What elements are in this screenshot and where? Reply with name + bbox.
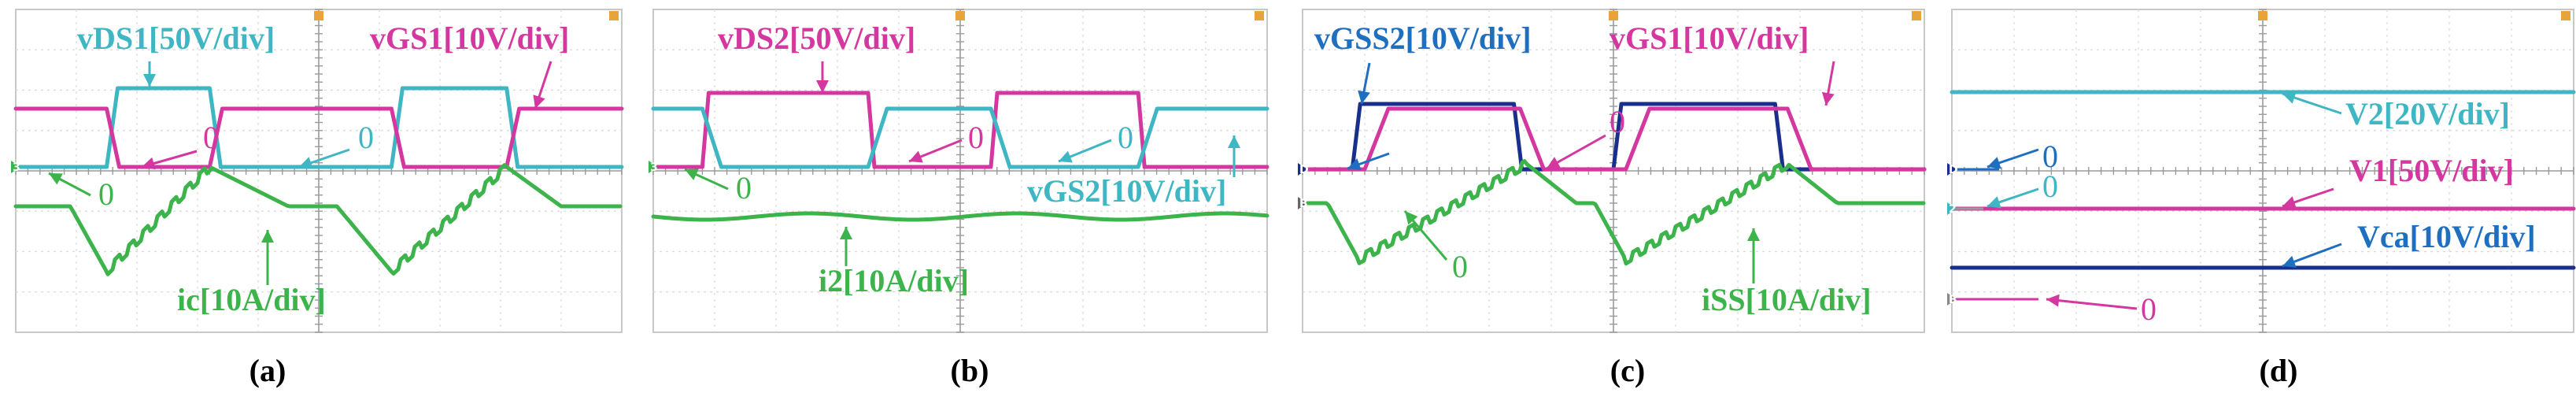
label-vca: Vca[10V/div] bbox=[2357, 219, 2536, 254]
trigger-level-marker bbox=[1912, 11, 1921, 20]
arrow-v1-head bbox=[2282, 196, 2297, 209]
trigger-marker bbox=[955, 11, 965, 20]
trace-vgs1-c bbox=[1300, 106, 1927, 172]
trigger-level-marker bbox=[1255, 11, 1264, 20]
channel-marker-label: 2 bbox=[1949, 203, 1957, 216]
label-zero-d3: 0 bbox=[2141, 291, 2157, 327]
label-zero-b2: 0 bbox=[1118, 120, 1133, 155]
label-zero-a2: 0 bbox=[358, 120, 374, 155]
arrow-v2-head bbox=[2282, 91, 2297, 104]
label-v2: V2[20V/div] bbox=[2345, 96, 2510, 131]
label-zero-b3: 0 bbox=[736, 170, 752, 206]
arrow-vgs1-head bbox=[533, 94, 545, 109]
channel-marker bbox=[649, 161, 658, 173]
label-i2: i2[10A/div] bbox=[819, 263, 969, 298]
label-zero-c1: 0 bbox=[1610, 104, 1625, 139]
trigger-level-marker bbox=[609, 11, 619, 20]
label-iss: iSS[10A/div] bbox=[1702, 282, 1872, 317]
label-zero-c2: 0 bbox=[1452, 249, 1468, 284]
caption-layer: (a) (b) (c) (d) bbox=[249, 353, 2298, 388]
channel-marker-label: B bbox=[1949, 294, 1957, 306]
arrow-vca-head bbox=[2282, 255, 2297, 268]
arrow-zero-a3-head bbox=[49, 173, 63, 185]
channel-marker bbox=[1947, 163, 1957, 176]
caption-d: (d) bbox=[2260, 353, 2298, 388]
channel-marker-label: 3 bbox=[13, 161, 20, 174]
caption-b: (b) bbox=[951, 353, 989, 388]
arrow-zero-a2-head bbox=[299, 157, 313, 169]
trace-iss bbox=[1300, 159, 1926, 266]
arrow-zero-d3 bbox=[2046, 298, 2138, 310]
label-zero-b1: 0 bbox=[968, 120, 984, 155]
channel-marker bbox=[1298, 163, 1307, 176]
label-vgs2: vGS2[10V/div] bbox=[1027, 173, 1226, 209]
arrow-i2-head bbox=[840, 227, 852, 239]
trace-i2 bbox=[651, 211, 1270, 222]
arrow-zero-a1-head bbox=[142, 157, 156, 170]
trace-vgs2 bbox=[651, 106, 1270, 169]
channel-marker bbox=[1947, 293, 1957, 306]
arrow-zero-d2-head bbox=[1987, 196, 2001, 209]
label-zero-d2: 0 bbox=[2042, 169, 2058, 204]
label-vds1: vDS1[50V/div] bbox=[77, 20, 275, 56]
channel-marker-label: D bbox=[1299, 164, 1309, 176]
arrow-zero-d3-head bbox=[2046, 294, 2060, 307]
arrow-vgs2-head bbox=[1228, 135, 1240, 148]
channel-marker bbox=[11, 161, 20, 173]
trace-vgs1 bbox=[13, 106, 624, 169]
caption-a: (a) bbox=[249, 353, 286, 388]
trigger-marker bbox=[1609, 11, 1618, 20]
label-v1: V1[50V/div] bbox=[2349, 153, 2514, 188]
label-vgs1: vGS1[10V/div] bbox=[370, 20, 569, 56]
arrow-iss-head bbox=[1747, 228, 1760, 241]
arrow-zero-b2-head bbox=[1059, 150, 1073, 163]
label-vds2: vDS2[50V/div] bbox=[718, 20, 915, 56]
channel-marker bbox=[1947, 202, 1957, 215]
label-zero-a3: 0 bbox=[98, 176, 114, 212]
arrow-vgss2-head bbox=[1358, 90, 1370, 104]
trigger-level-marker bbox=[2561, 11, 2570, 20]
caption-c: (c) bbox=[1610, 353, 1645, 388]
label-zero-d1: 0 bbox=[2042, 139, 2058, 174]
label-zero-a1: 0 bbox=[203, 120, 219, 155]
channel-marker-label: 3 bbox=[650, 161, 658, 174]
scope-panel-a bbox=[15, 9, 623, 333]
trace-ic bbox=[13, 163, 623, 276]
channel-marker-label: D bbox=[1949, 164, 1958, 176]
label-ic: ic[10A/div] bbox=[177, 282, 326, 317]
arrow-zero-b1-head bbox=[909, 150, 923, 163]
arrow-zero-b3-head bbox=[685, 169, 699, 180]
arrow-zero-c1-head bbox=[1547, 157, 1561, 169]
arrow-zero-c3-head bbox=[1347, 158, 1362, 171]
trigger-marker bbox=[314, 11, 323, 20]
arrow-vgs1-c-head bbox=[1821, 91, 1835, 106]
arrow-zero-c2-head bbox=[1405, 211, 1418, 225]
arrow-zero-d1-head bbox=[1987, 157, 2001, 169]
scope-panel-b bbox=[652, 9, 1268, 333]
label-vgss2: vGSS2[10V/div] bbox=[1314, 20, 1532, 56]
trace-vds2 bbox=[651, 91, 1270, 169]
label-vgs1-c: vGS1[10V/div] bbox=[1610, 20, 1809, 56]
trigger-marker bbox=[2258, 11, 2267, 20]
channel-marker bbox=[1298, 197, 1307, 209]
arrow-vds1-head bbox=[143, 74, 156, 87]
channel-marker-label: B bbox=[1299, 198, 1308, 210]
arrow-vds2-head bbox=[816, 80, 829, 93]
arrow-ic-head bbox=[261, 230, 274, 243]
